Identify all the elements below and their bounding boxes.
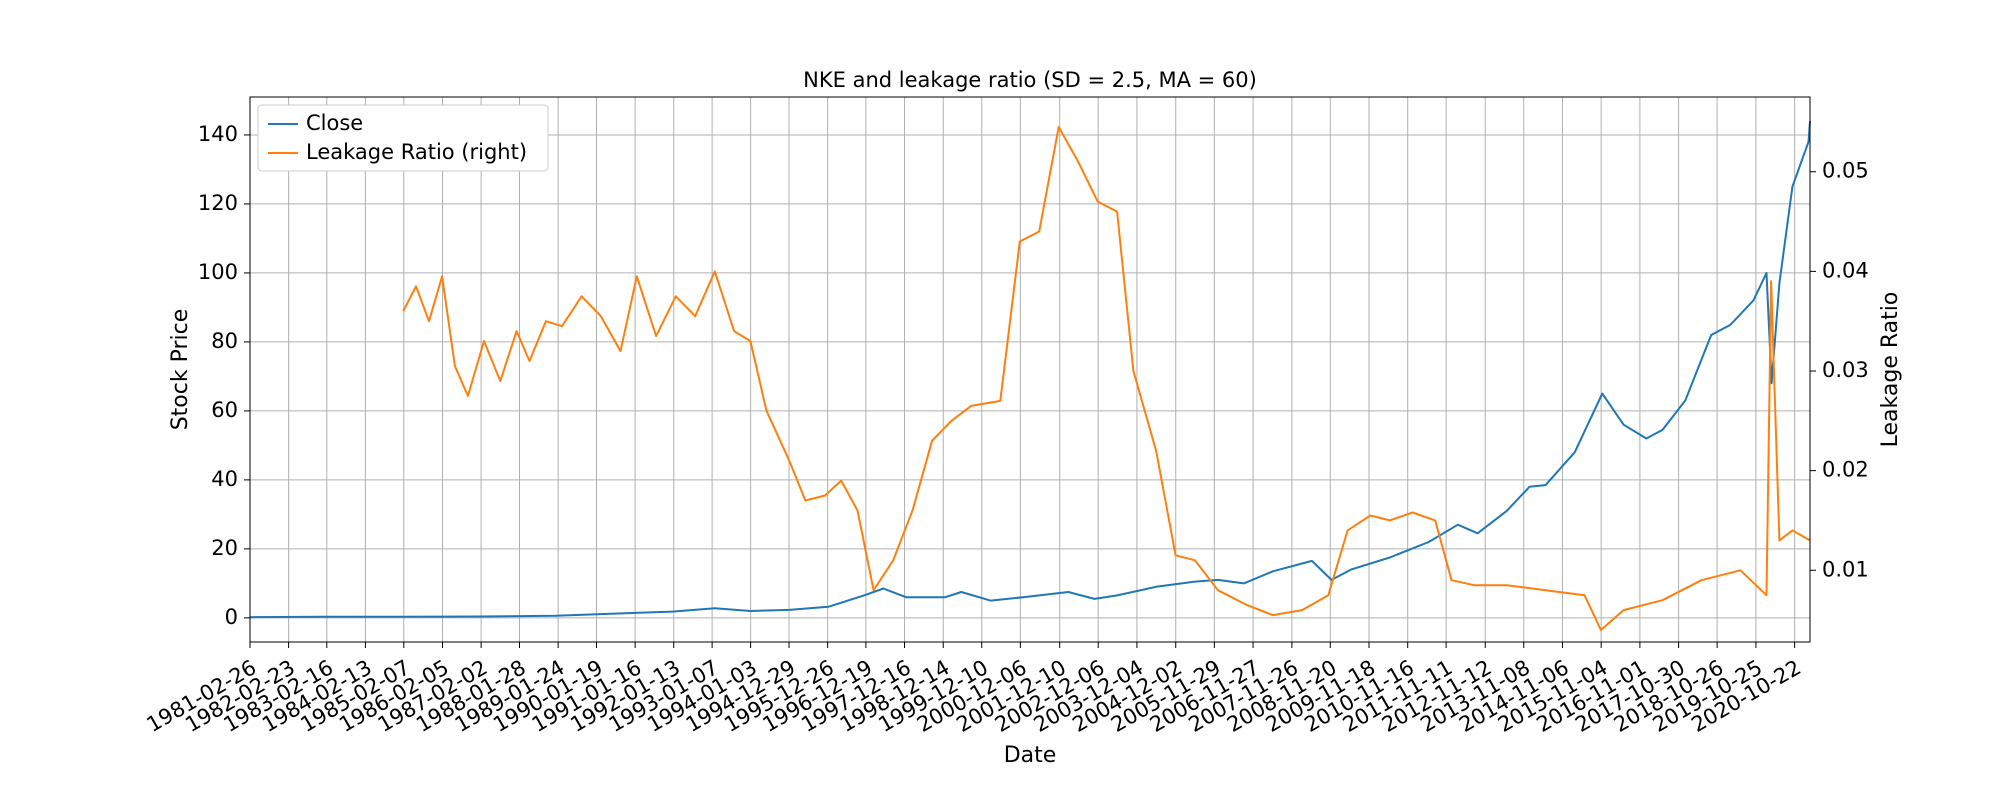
y-right-tick-label: 0.03 (1822, 358, 1869, 382)
x-axis-label: Date (1004, 743, 1057, 768)
y-right-tick-label: 0.04 (1822, 258, 1869, 282)
legend-box (257, 104, 549, 172)
y-tick-label: 0 (225, 605, 238, 629)
chart-title: NKE and leakage ratio (SD = 2.5, MA = 60… (803, 68, 1257, 92)
y-tick-label: 20 (211, 536, 238, 560)
y-right-tick-label: 0.01 (1822, 557, 1869, 581)
y-right-tick-label: 0.05 (1822, 159, 1869, 183)
y-axis-label: Stock Price (168, 309, 193, 431)
y-axis-right-label: Leakage Ratio (1878, 292, 1903, 448)
plot-frame (249, 96, 1811, 643)
y-right-tick-label: 0.02 (1822, 458, 1869, 482)
y-axis-left: 0 20 40 60 80 100 120 140 (198, 122, 250, 629)
y-tick-label: 100 (198, 260, 238, 284)
x-axis: 1981-02-261982-02-231983-02-161984-02-13… (143, 642, 1805, 737)
y-tick-label: 120 (198, 191, 238, 215)
legend: Close Leakage Ratio (right) (257, 104, 549, 172)
y-tick-label: 80 (211, 329, 238, 353)
series-layer (249, 121, 1811, 631)
y-tick-label: 60 (211, 398, 238, 422)
y-tick-label: 40 (211, 467, 238, 491)
y-axis-right: 0.01 0.02 0.03 0.04 0.05 (1810, 159, 1869, 581)
series-line-close (249, 121, 1811, 619)
series-line-leakage-ratio (402, 125, 1811, 631)
y-tick-label: 140 (198, 122, 238, 146)
legend-label-close: Close (306, 111, 363, 135)
legend-label-leakage-ratio: Leakage Ratio (right) (306, 140, 527, 164)
